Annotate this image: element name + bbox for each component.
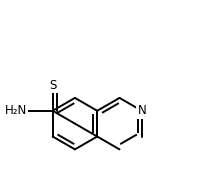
- Text: N: N: [138, 104, 146, 117]
- Text: S: S: [49, 79, 56, 92]
- Text: H₂N: H₂N: [5, 104, 27, 117]
